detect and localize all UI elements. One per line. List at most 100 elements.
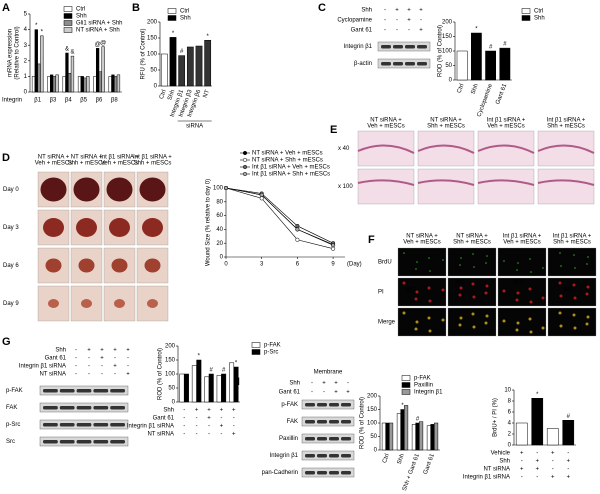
legend-label: Ctrl bbox=[76, 7, 85, 13]
bar bbox=[196, 359, 202, 403]
x-tick-label: Shh bbox=[397, 453, 406, 465]
condition-sign: + bbox=[535, 459, 539, 465]
band bbox=[43, 406, 58, 410]
y-tick-label: 5 bbox=[24, 12, 28, 18]
condition-sign: - bbox=[408, 28, 410, 34]
y-tick-label: 150 bbox=[367, 407, 378, 413]
photo bbox=[547, 247, 597, 277]
condition-sign: - bbox=[101, 372, 103, 378]
cell bbox=[414, 297, 418, 301]
legend-label: Gli1 siRNA + Shh bbox=[76, 21, 123, 27]
band bbox=[329, 454, 339, 458]
bar bbox=[186, 46, 194, 87]
y-tick-label: 100 bbox=[367, 421, 378, 427]
band bbox=[317, 437, 327, 441]
band bbox=[329, 420, 339, 424]
column-header: Shh + mESCs bbox=[427, 124, 465, 130]
cell bbox=[558, 311, 562, 315]
panel-letter: D bbox=[2, 152, 10, 164]
cell bbox=[587, 256, 589, 258]
column-header: Veh + mESCs bbox=[403, 240, 441, 246]
y-tick-label: 200 bbox=[442, 20, 453, 26]
band bbox=[317, 471, 327, 475]
cell bbox=[558, 281, 562, 285]
row-label: x 100 bbox=[338, 184, 353, 190]
column-header: Shh + mESCs bbox=[553, 240, 591, 246]
condition-sign: - bbox=[521, 459, 523, 465]
bar bbox=[434, 422, 439, 451]
bar bbox=[426, 425, 431, 451]
cell bbox=[572, 283, 576, 287]
cell bbox=[471, 312, 475, 316]
photo bbox=[447, 307, 497, 337]
column-header: Int β1 siRNA + bbox=[487, 118, 526, 124]
bar bbox=[419, 421, 424, 451]
condition-sign: - bbox=[567, 467, 569, 473]
bar bbox=[77, 76, 82, 93]
condition-sign: - bbox=[384, 8, 386, 14]
condition-sign: + bbox=[334, 381, 338, 387]
cell bbox=[428, 329, 432, 333]
point bbox=[259, 196, 264, 201]
cell bbox=[529, 300, 533, 304]
condition-label: Integrin β1 siRNA bbox=[19, 364, 66, 370]
legend-label: Ctrl bbox=[180, 9, 189, 15]
significance-marker: * bbox=[206, 34, 209, 40]
y-tick-label: 0 bbox=[172, 400, 176, 406]
photo bbox=[477, 168, 535, 205]
bar bbox=[515, 422, 528, 446]
band bbox=[76, 423, 92, 427]
legend-label: NT siRNA + Veh + mESCs bbox=[252, 151, 323, 157]
blot-band bbox=[301, 433, 355, 444]
condition-sign: + bbox=[232, 408, 236, 414]
region-label: WS bbox=[513, 280, 523, 286]
row-label: Day 6 bbox=[3, 263, 19, 269]
y-tick-label: 4 bbox=[24, 27, 28, 33]
condition-sign: - bbox=[88, 372, 90, 378]
band bbox=[93, 389, 109, 393]
significance-marker: * bbox=[475, 27, 478, 33]
y-tick-label: 200 bbox=[147, 20, 158, 26]
photo bbox=[417, 168, 475, 205]
y-tick-label: 60 bbox=[216, 213, 223, 219]
y-tick-label: 50 bbox=[370, 434, 377, 440]
x-tick-label: 0 bbox=[224, 262, 228, 268]
bar bbox=[499, 47, 511, 81]
blot-header: Membrane bbox=[314, 370, 343, 376]
cell bbox=[416, 261, 418, 263]
cell bbox=[528, 317, 532, 321]
cell bbox=[473, 266, 475, 268]
legend-swatch bbox=[251, 342, 261, 348]
point bbox=[223, 185, 229, 191]
significance-marker: # bbox=[416, 417, 420, 423]
column-header: Int β1 siRNA + bbox=[547, 118, 586, 124]
band bbox=[317, 420, 327, 424]
band bbox=[405, 45, 415, 49]
condition-sign: - bbox=[220, 416, 222, 422]
band bbox=[110, 389, 125, 393]
legend-label: p-FAK bbox=[264, 343, 281, 349]
wound bbox=[106, 177, 133, 202]
condition-sign: - bbox=[196, 424, 198, 430]
tissue bbox=[357, 179, 415, 186]
condition-sign: + bbox=[322, 381, 326, 387]
condition-sign: + bbox=[520, 467, 524, 473]
cell bbox=[485, 284, 489, 288]
band bbox=[381, 62, 391, 66]
significance-marker: * bbox=[35, 23, 38, 29]
column-header: Shh + mESCs bbox=[453, 240, 491, 246]
cell bbox=[586, 315, 590, 319]
tissue bbox=[357, 144, 415, 154]
cell bbox=[585, 322, 589, 326]
cell bbox=[502, 319, 506, 323]
condition-label: Cyclopamine bbox=[337, 18, 372, 24]
cell bbox=[486, 255, 488, 257]
y-axis-label: ROD (% of Control) bbox=[438, 25, 444, 77]
column-header: NT siRNA + bbox=[71, 155, 103, 161]
band-label: FAK bbox=[287, 419, 298, 425]
y-tick-label: 100 bbox=[213, 186, 224, 192]
y-axis-label: ROD (% of Control) bbox=[360, 397, 366, 449]
bar bbox=[562, 420, 575, 446]
cell bbox=[573, 296, 577, 300]
